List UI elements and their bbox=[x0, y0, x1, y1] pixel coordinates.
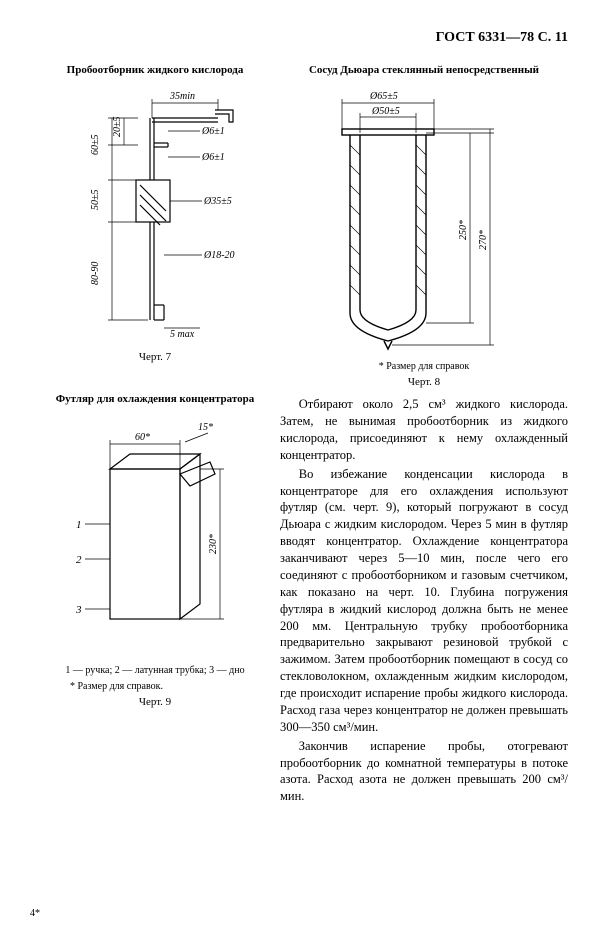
fig8: Ø65±5 Ø50±5 250* 270* bbox=[280, 85, 568, 355]
dim-50: 50±5 bbox=[90, 190, 101, 211]
fig7-svg: 35min Ø6±1 Ø6±1 Ø35±5 Ø18-20 60±5 20±5 5… bbox=[50, 85, 260, 345]
para-1: Отбирают около 2,5 см³ жидкого кислорода… bbox=[280, 396, 568, 464]
dim-15: 15* bbox=[198, 422, 213, 433]
dim-250: 250* bbox=[458, 220, 469, 240]
right-column: Сосуд Дьюара стеклянный непосредственный bbox=[280, 64, 568, 807]
dim-80: 80-90 bbox=[90, 262, 101, 285]
dim-35-5: Ø35±5 bbox=[203, 196, 232, 207]
fig8-caption: Черт. 8 bbox=[280, 376, 568, 388]
columns: Пробоотборник жидкого кислорода bbox=[50, 64, 568, 807]
fig9-footnote: * Размер для справок. bbox=[70, 681, 260, 692]
page-header: ГОСТ 6331—78 С. 11 bbox=[50, 30, 568, 46]
dim-270: 270* bbox=[478, 230, 489, 250]
dim-50: Ø50±5 bbox=[371, 106, 400, 117]
fig8-footnote: * Размер для справок bbox=[280, 361, 568, 372]
fig9-mark2: 2 bbox=[76, 554, 82, 566]
fig9-svg: 60* 15* 230* 1 2 3 bbox=[50, 414, 250, 654]
dim-5max: 5 max bbox=[170, 329, 195, 340]
para-2: Во избежание конденсации кислорода в кон… bbox=[280, 466, 568, 736]
fig7-caption: Черт. 7 bbox=[50, 351, 260, 363]
dim-18-20: Ø18-20 bbox=[203, 250, 235, 261]
fig8-title: Сосуд Дьюара стеклянный непосредственный bbox=[280, 64, 568, 77]
dim-6-1b: Ø6±1 bbox=[201, 152, 225, 163]
dim-60: 60* bbox=[135, 432, 150, 443]
left-column: Пробоотборник жидкого кислорода bbox=[50, 64, 260, 807]
fig7: 35min Ø6±1 Ø6±1 Ø35±5 Ø18-20 60±5 20±5 5… bbox=[50, 85, 260, 345]
fig7-title: Пробоотборник жидкого кислорода bbox=[50, 64, 260, 77]
body-text: Отбирают около 2,5 см³ жидкого кислорода… bbox=[280, 396, 568, 805]
dim-60: 60±5 bbox=[90, 135, 101, 156]
fig9-mark1: 1 bbox=[76, 519, 82, 531]
fig9-mark3: 3 bbox=[75, 604, 82, 616]
dim-6-1a: Ø6±1 bbox=[201, 126, 225, 137]
signature-mark: 4* bbox=[30, 908, 40, 919]
page: ГОСТ 6331—78 С. 11 Пробоотборник жидкого… bbox=[0, 0, 608, 931]
fig9-caption: Черт. 9 bbox=[50, 696, 260, 708]
dim-230: 230* bbox=[208, 534, 219, 554]
dim-35min: 35min bbox=[169, 91, 195, 102]
dim-20: 20±5 bbox=[112, 117, 123, 138]
fig9-legend: 1 — ручка; 2 — латунная трубка; 3 — дно bbox=[50, 664, 260, 677]
dim-65: Ø65±5 bbox=[369, 91, 398, 102]
fig9-title: Футляр для охлаждения концентратора bbox=[50, 393, 260, 406]
para-3: Закончив испарение пробы, отогревают про… bbox=[280, 738, 568, 806]
fig8-svg: Ø65±5 Ø50±5 250* 270* bbox=[280, 85, 560, 355]
fig9: 60* 15* 230* 1 2 3 bbox=[50, 414, 260, 654]
